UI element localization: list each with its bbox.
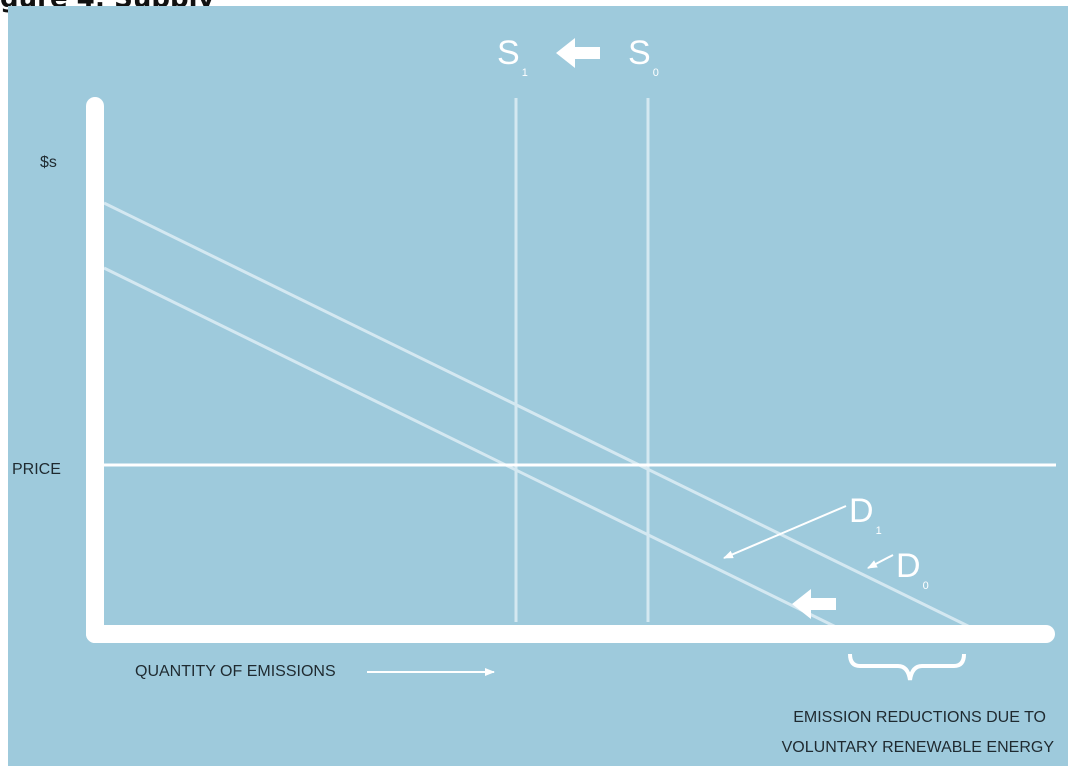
demand-curve-d1: [103, 266, 837, 629]
demand-label-d0-letter: D: [896, 547, 921, 585]
demand-label-d0-subscript: 0: [923, 580, 929, 592]
demand-shift-left-arrow-icon: [792, 589, 836, 619]
supply-shift-left-arrow-icon: [556, 38, 600, 68]
supply-label-s0-letter: S: [628, 34, 651, 72]
supply-label-s0-subscript: 0: [653, 67, 659, 79]
demand-label-d1-subscript: 1: [876, 525, 882, 537]
supply-label-s1: S1: [497, 34, 528, 79]
d1-pointer-arrow-icon: [723, 505, 847, 559]
d0-pointer-arrow-icon: [867, 554, 894, 569]
bracket-caption-line-1: EMISSION REDUCTIONS DUE TO: [793, 709, 1046, 726]
supply-label-s1-letter: S: [497, 34, 520, 72]
supply-label-s1-subscript: 1: [522, 67, 528, 79]
demand-label-d0: D0: [896, 547, 929, 592]
demand-label-d1-letter: D: [849, 492, 874, 530]
demand-curve-d0: [103, 201, 971, 629]
curly-brace-icon: [848, 653, 966, 681]
x-axis-label: QUANTITY OF EMISSIONS: [135, 663, 336, 680]
supply-label-s0: S0: [628, 34, 659, 79]
price-label: PRICE: [12, 461, 61, 478]
y-axis-label: $s: [40, 154, 57, 171]
demand-label-d1: D1: [849, 492, 882, 537]
bracket-caption-line-2: VOLUNTARY RENEWABLE ENERGY: [782, 739, 1055, 756]
